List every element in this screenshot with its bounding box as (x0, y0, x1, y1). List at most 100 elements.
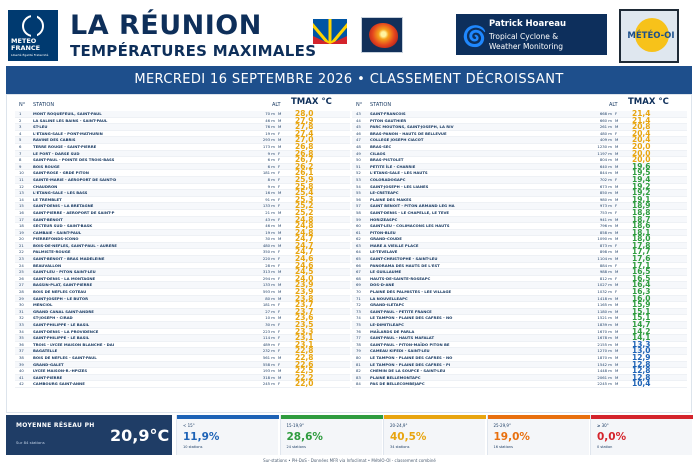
row-provider: F (615, 130, 618, 136)
row-altitude: 1027 m (597, 282, 612, 288)
table-row: 48 BRAS-SEC 1230 m M 20,0 (352, 143, 687, 151)
row-station: MAÏLARDS DE PARLA (370, 328, 415, 334)
row-provider: M (278, 242, 282, 248)
row-altitude: 668 m (599, 111, 612, 116)
row-rank: 33 (19, 322, 24, 327)
row-provider: M (615, 190, 619, 196)
row-altitude: 673 m (599, 183, 612, 189)
row-tmax: 16,4 (632, 280, 651, 290)
row-provider: M (278, 282, 282, 288)
row-rank: 62 (356, 236, 361, 242)
row-tmax: 20,0 (632, 155, 651, 165)
row-station: SAINT-PAUL - PETITE FRANCE (370, 308, 432, 314)
row-altitude: 27 m (265, 308, 275, 314)
row-station: SAINT-JOSEPH - LES LIANES (370, 183, 429, 189)
row-altitude: 844 m (599, 170, 612, 176)
row-provider: F (278, 361, 281, 367)
row-rank: 28 (19, 289, 24, 295)
row-provider: F (278, 328, 281, 334)
row-tmax: 24,7 (295, 247, 314, 257)
row-provider: F (278, 196, 281, 202)
row-provider: M (615, 249, 619, 255)
table-row: 69 DOS-D-ANE 1027 m M 16,4 (352, 280, 687, 290)
row-rank: 64 (356, 249, 361, 255)
row-station: ST-JOSEPH - CIRAD (33, 315, 73, 321)
row-rank: 65 (356, 256, 361, 262)
row-altitude: 133 m (262, 282, 275, 288)
row-tmax: 25,2 (295, 201, 314, 211)
row-tmax: 19,5 (632, 168, 651, 178)
row-station: CHEMIN DE LA SOUPCE - SAINT-LEU (370, 368, 446, 374)
row-altitude: 1839 m (597, 322, 612, 327)
row-rank: 36 (19, 341, 24, 347)
class-box: 25-29,9° 19,0% 16 stations (486, 415, 590, 455)
row-rank: 48 (356, 143, 361, 149)
partner-line2: Weather Monitoring (489, 42, 564, 51)
table-row: 75 LE-DIMITILEAPC 1839 m M 14,7 (352, 321, 687, 329)
table-row: 72 GRAND-ILETAPC 1165 m M 15,9 (352, 300, 687, 310)
row-rank: 10 (19, 170, 24, 176)
row-rank: 29 (19, 295, 24, 301)
row-provider: M (615, 143, 619, 149)
header: METEO FRANCE Liberté Égalité Fraternité … (0, 0, 699, 65)
table-row: 21 BOIS-DE-NEFLES, SAINT-PAUL - AURERE 480… (15, 242, 350, 250)
header-altitude: ALT (609, 102, 618, 108)
row-altitude: 480 m (262, 242, 275, 248)
row-tmax: 23,1 (295, 333, 314, 343)
table-row: 63 MARE A VIEILLE PLACE 873 m F 17,8 (352, 242, 687, 250)
table-row: 18 SECTEUR SUD - SAINT-BASK 46 m M 24,8 (15, 222, 350, 230)
class-box: < 15° 11,9% 10 stations (176, 415, 279, 455)
row-provider: F (278, 275, 281, 281)
row-provider: F (278, 348, 281, 354)
row-altitude: 350 m (262, 249, 275, 255)
row-station: LYCEE MAISON-R.-HPIZES (33, 368, 88, 374)
row-provider: F (278, 203, 281, 209)
row-tmax: 28,0 (295, 109, 314, 118)
row-station: L'ETANG-SALE - LES HAUTS (370, 170, 428, 176)
table-row: 61 PITON-BLEU 858 m M 18,1 (352, 229, 687, 237)
reunion-flag-icon (313, 19, 347, 44)
row-provider: M (615, 381, 619, 387)
row-tmax: 15,9 (632, 300, 651, 310)
row-station: GRAND CANAL SAINT-ANDRE (33, 308, 94, 314)
row-station: LE GUILLAUME (370, 269, 402, 275)
row-provider: F (278, 130, 281, 136)
row-rank: 17 (19, 216, 24, 222)
row-altitude: 1270 m (597, 348, 612, 354)
row-altitude: 988 m (599, 269, 612, 275)
class-box: 20-24,9° 40,5% 34 stations (383, 415, 486, 455)
row-altitude: 1870 m (597, 354, 612, 360)
row-provider: M (615, 256, 619, 262)
class-color-bar (384, 415, 486, 419)
row-rank: 23 (19, 256, 24, 262)
row-rank: 78 (356, 341, 361, 347)
row-rank: 2 (19, 117, 22, 123)
class-color-bar (487, 415, 590, 419)
table-row: 71 LA NOUVELLEAPC 1418 m M 16,0 (352, 295, 687, 303)
row-station: PLAINE BELLEMONTAPC (370, 374, 421, 380)
row-altitude: 46 m (265, 117, 275, 123)
row-rank: 21 (19, 242, 24, 248)
row-tmax: 16,5 (632, 267, 651, 277)
class-percent: 0,0% (597, 431, 627, 443)
row-altitude: 70 m (265, 111, 275, 116)
row-rank: 11 (19, 176, 24, 182)
row-provider: M (278, 209, 282, 215)
row-rank: 50 (356, 157, 361, 163)
table-row: 39 GRAND-GALET 558 m F 22,6 (15, 361, 350, 369)
row-station: CAMBOURG SAINT-ANNE (33, 381, 85, 387)
row-altitude: 1104 m (597, 256, 612, 262)
row-tmax: 15,1 (632, 313, 651, 323)
row-rank: 30 (19, 302, 24, 308)
row-provider: M (615, 170, 619, 176)
island-temperature-map (361, 17, 403, 53)
table-row: 3 ST-LEU 76 m M 27,8 (15, 123, 350, 131)
row-station: BRAS-PISTOLET (370, 157, 404, 163)
stats-bar: MOYENNE RÉSEAU PH Sur 84 stations 20,9°C… (6, 415, 693, 455)
table-row: 13 L'ETANG-SALE - LES BASS 16 m M 25,4 (15, 189, 350, 197)
row-tmax: 13,3 (632, 339, 651, 349)
row-provider: M (615, 315, 619, 321)
table-row: 29 SAINT-JOSEPH - LE BUTOR 80 m M 23,8 (15, 295, 350, 303)
row-rank: 38 (19, 354, 24, 360)
